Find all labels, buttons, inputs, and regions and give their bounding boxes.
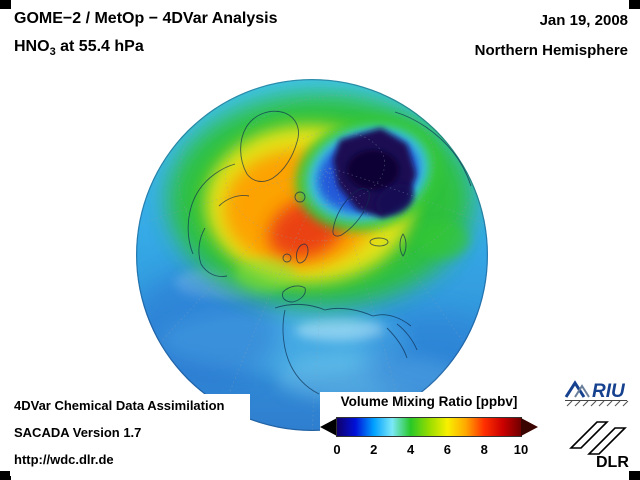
- species-level-subtitle: HNO3 at 55.4 hPa: [14, 38, 278, 61]
- date-block: Jan 19, 2008 Northern Hemisphere: [475, 13, 628, 59]
- secondary-field-patches: [235, 222, 469, 290]
- dlr-logo: DLR: [565, 412, 635, 471]
- colorbar-overflow-arrow: [521, 418, 538, 436]
- colorbar-tick: 6: [443, 442, 452, 457]
- figure-title: GOME−2 / MetOp − 4DVar Analysis: [14, 10, 278, 27]
- colorbar: Volume Mixing Ratio [ppbv] 0 2 4 6 8 10: [320, 392, 538, 470]
- dlr-logo-text: DLR: [596, 454, 629, 470]
- corner-mark-top-right: [629, 0, 640, 9]
- pressure-level: at 55.4 hPa: [55, 38, 144, 55]
- riu-mountain-icon: [564, 380, 590, 398]
- colorbar-tick: 8: [480, 442, 488, 457]
- title-block: GOME−2 / MetOp − 4DVar Analysis HNO3 at …: [14, 10, 278, 61]
- dlr-wing-icon: [569, 421, 627, 455]
- url-label: http://wdc.dlr.de: [14, 452, 114, 467]
- riu-logo: RIU: [563, 376, 633, 410]
- corner-mark-bottom-left: [0, 471, 11, 480]
- colorbar-gradient: [336, 417, 522, 437]
- globe-map: [135, 78, 489, 432]
- colorbar-tick: 0: [333, 442, 341, 457]
- colorbar-label: Volume Mixing Ratio [ppbv]: [340, 394, 518, 409]
- analysis-date: Jan 19, 2008: [539, 12, 628, 29]
- colorbar-tick: 10: [513, 442, 529, 457]
- coastlines: [187, 110, 472, 395]
- corner-mark-top-left: [0, 0, 11, 9]
- colorbar-ticks: 0 2 4 6 8 10: [333, 442, 528, 458]
- globe-edge: [136, 79, 488, 431]
- assimilation-label: 4DVar Chemical Data Assimilation: [14, 398, 225, 413]
- vortex-core: [333, 128, 416, 218]
- colorbar-bar: [320, 417, 538, 437]
- colorbar-underflow-arrow: [320, 418, 337, 436]
- riu-logo-text: RIU: [592, 381, 626, 402]
- colorbar-tick: 2: [370, 442, 378, 457]
- colorbar-tick: 4: [406, 442, 415, 457]
- credits-block: 4DVar Chemical Data Assimilation SACADA …: [10, 394, 250, 476]
- globe-svg: [136, 79, 488, 431]
- species-formula: HNO: [14, 38, 50, 55]
- corner-mark-bottom-right: [629, 471, 640, 480]
- riu-hatching: [566, 400, 629, 407]
- version-label: SACADA Version 1.7: [14, 425, 142, 440]
- species-formula-subscript: 3: [49, 46, 56, 59]
- hemisphere-label: Northern Hemisphere: [474, 42, 628, 59]
